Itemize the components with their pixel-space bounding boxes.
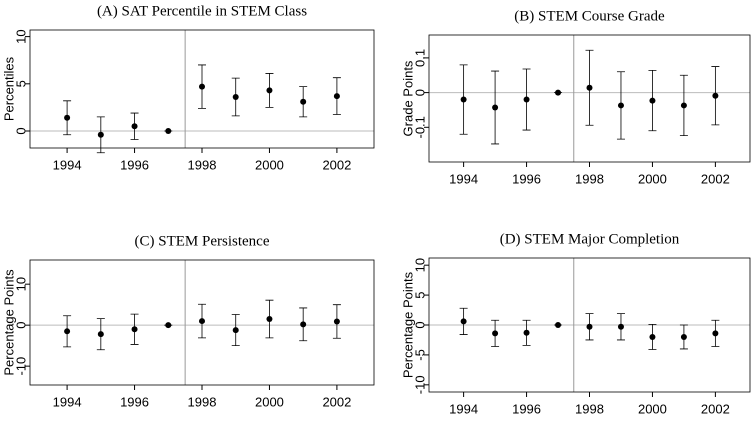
- y-tick-label: 0.1: [412, 49, 427, 67]
- y-tick-label: 10: [13, 277, 28, 291]
- point: [199, 318, 205, 325]
- point: [555, 89, 562, 96]
- point: [492, 104, 499, 111]
- point: [586, 323, 593, 330]
- y-tick-label: 0: [13, 322, 28, 329]
- x-tick-label: 2000: [638, 171, 667, 186]
- point: [266, 316, 273, 323]
- x-tick-label: 1994: [53, 394, 82, 409]
- point: [266, 87, 273, 94]
- x-tick-label: 2002: [701, 401, 730, 416]
- point: [712, 92, 719, 99]
- point: [649, 97, 656, 104]
- point: [680, 333, 687, 340]
- point: [617, 102, 624, 109]
- y-axis-label: Percentage Points: [1, 269, 16, 376]
- x-tick-label: 2000: [255, 394, 284, 409]
- point: [460, 96, 467, 103]
- point: [649, 333, 656, 340]
- y-axis-label: Grade Points: [400, 60, 415, 136]
- point: [333, 93, 340, 100]
- point: [617, 323, 624, 330]
- x-tick-label: 1996: [512, 401, 541, 416]
- point: [97, 331, 104, 338]
- point: [300, 98, 307, 105]
- point: [300, 321, 307, 328]
- x-tick-label: 1994: [449, 401, 478, 416]
- x-tick-label: 1998: [188, 157, 217, 172]
- x-tick-label: 1998: [575, 401, 604, 416]
- y-tick-label: 0: [412, 89, 427, 96]
- y-tick-label: 5: [13, 80, 28, 87]
- point: [333, 318, 340, 325]
- x-tick-label: 2002: [322, 157, 351, 172]
- point: [555, 322, 562, 328]
- x-tick-label: 2002: [701, 171, 730, 186]
- point: [131, 123, 138, 130]
- x-tick-label: 1994: [449, 171, 478, 186]
- point: [64, 114, 71, 121]
- x-tick-label: 1998: [575, 171, 604, 186]
- point: [523, 96, 530, 103]
- x-tick-label: 2000: [638, 401, 667, 416]
- point: [492, 330, 499, 337]
- point: [523, 329, 530, 336]
- y-tick-label: 0: [13, 127, 28, 134]
- point: [232, 94, 239, 101]
- y-tick-label: -5: [412, 349, 427, 361]
- x-tick-label: 1994: [53, 157, 82, 172]
- y-tick-label: -10: [13, 357, 28, 376]
- point: [680, 102, 687, 109]
- y-axis-label: Percentiles: [1, 56, 16, 121]
- panel-title: (A) SAT Percentile in STEM Class: [97, 3, 307, 19]
- panel-title: (D) STEM Major Completion: [500, 231, 680, 247]
- y-tick-label: -10: [412, 375, 427, 394]
- y-tick-label: 5: [412, 291, 427, 298]
- point: [97, 131, 104, 138]
- point: [232, 327, 239, 334]
- y-tick-label: 10: [13, 29, 28, 43]
- x-tick-label: 2002: [322, 394, 351, 409]
- y-axis-label: Percentage Points: [400, 271, 415, 378]
- point: [131, 326, 138, 333]
- point: [199, 83, 205, 90]
- point: [586, 84, 593, 91]
- point: [460, 318, 467, 325]
- x-tick-label: 1996: [120, 394, 149, 409]
- point: [165, 322, 172, 329]
- x-tick-label: 1996: [120, 157, 149, 172]
- y-tick-label: 0: [412, 321, 427, 328]
- x-tick-label: 1996: [512, 171, 541, 186]
- y-tick-label: 10: [412, 258, 427, 272]
- panel-title: (C) STEM Persistence: [135, 233, 270, 249]
- x-tick-label: 1998: [188, 394, 217, 409]
- point: [165, 128, 172, 135]
- panel-title: (B) STEM Course Grade: [514, 8, 665, 24]
- point: [712, 330, 719, 337]
- point: [64, 328, 71, 335]
- y-tick-label: -0.1: [412, 116, 427, 138]
- x-tick-label: 2000: [255, 157, 284, 172]
